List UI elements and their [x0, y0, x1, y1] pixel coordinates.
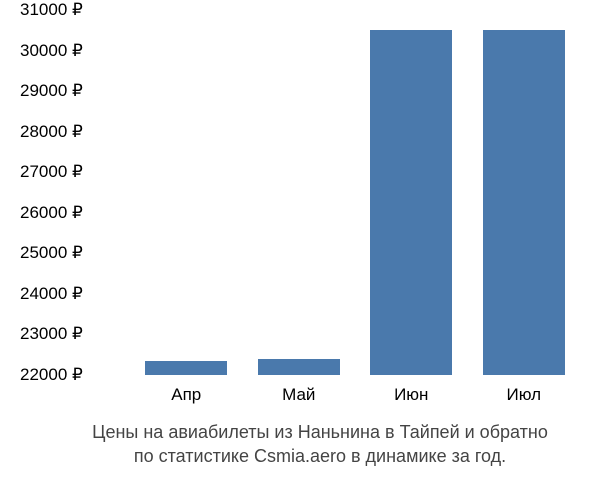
caption-line-2: по статистике Csmia.aero в динамике за г…	[134, 446, 506, 466]
y-axis-label: 23000 ₽	[20, 324, 110, 344]
plot-area: 22000 ₽ 23000 ₽ 24000 ₽ 25000 ₽ 26000 ₽ 27000…	[20, 10, 580, 410]
x-axis-label: Июн	[394, 385, 428, 405]
chart-caption: Цены на авиабилеты из Наньнина в Тайпей …	[20, 410, 600, 469]
x-axis-label: Апр	[171, 385, 201, 405]
price-chart: 22000 ₽ 23000 ₽ 24000 ₽ 25000 ₽ 26000 ₽ 27000…	[0, 0, 600, 500]
y-axis-label: 22000 ₽	[20, 365, 110, 385]
y-axis-label: 28000 ₽	[20, 122, 110, 142]
y-axis-label: 26000 ₽	[20, 203, 110, 223]
y-axis-label: 24000 ₽	[20, 284, 110, 304]
caption-line-1: Цены на авиабилеты из Наньнина в Тайпей …	[92, 422, 548, 442]
bar	[370, 30, 452, 375]
y-axis-label: 29000 ₽	[20, 81, 110, 101]
bar	[483, 30, 565, 375]
bar	[145, 361, 227, 375]
bar	[258, 359, 340, 375]
y-axis-label: 30000 ₽	[20, 41, 110, 61]
x-axis-label: Май	[282, 385, 315, 405]
x-axis-label: Июл	[506, 385, 541, 405]
y-axis-label: 27000 ₽	[20, 162, 110, 182]
y-axis-label: 31000 ₽	[20, 0, 110, 20]
y-axis-label: 25000 ₽	[20, 243, 110, 263]
